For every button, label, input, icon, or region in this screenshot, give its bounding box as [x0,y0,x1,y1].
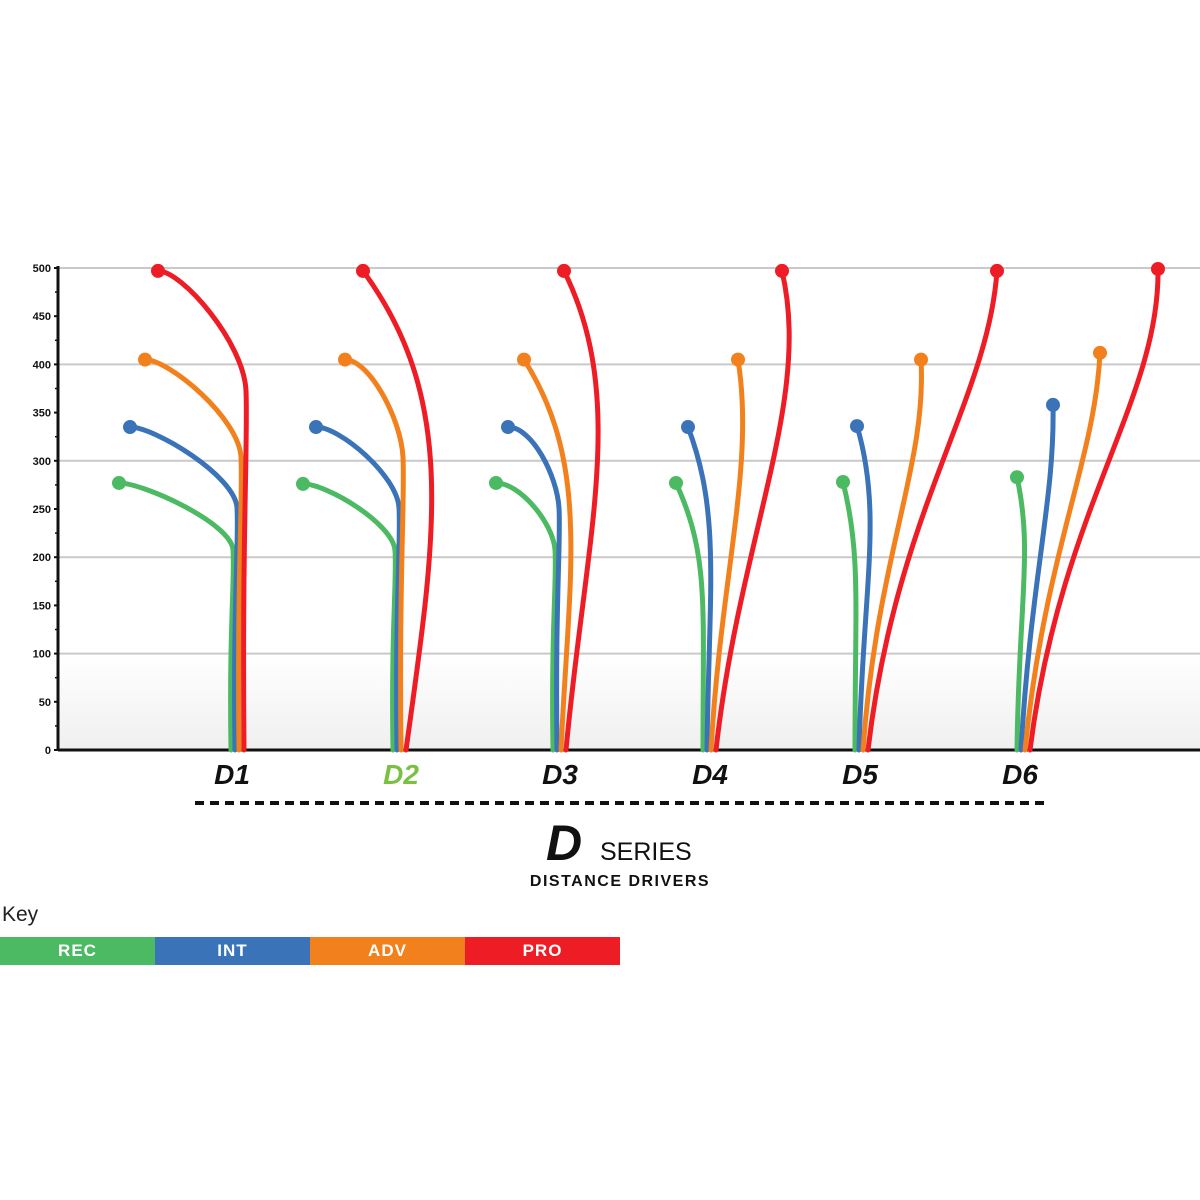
end-dot-d2-adv [338,352,352,367]
brand-logo: D SERIES DISTANCE DRIVERS [530,815,710,890]
y-tick-label: 150 [33,600,51,612]
y-tick-label: 100 [33,649,51,661]
flight-d4-rec [673,480,706,753]
y-axis: 0 50 100 150 200 250 300 350 400 450 500 [33,263,1200,757]
y-tick-label: 250 [33,504,51,516]
end-dot-d4-pro [775,263,789,278]
end-dot-d2-rec [296,476,310,491]
flight-d3-int [505,424,562,753]
flight-d5-adv [860,357,924,753]
flight-paths [112,261,1165,753]
end-dot-d6-int [1046,397,1060,412]
flight-d1-pro [155,268,249,753]
disc-label-d6: D6 [1002,759,1038,790]
y-tick-label: 500 [33,263,51,275]
flight-d3-adv [521,357,574,753]
end-dot-d3-pro [557,263,571,278]
disc-label-d1: D1 [214,759,250,790]
end-dot-d1-int [123,420,137,435]
flight-d5-int [854,423,873,753]
end-dot-d3-int [501,420,515,435]
end-dot-d6-rec [1010,470,1024,485]
key-rec: REC [0,937,155,965]
end-dot-d1-adv [138,352,152,367]
end-dot-d1-pro [151,263,165,278]
key-int: INT [155,937,310,965]
flight-d5-rec [840,479,859,753]
disc-label-d3: D3 [542,759,578,790]
chart-floor-shade [58,655,1200,750]
flight-d6-int [1018,402,1056,753]
y-tick-label: 200 [33,552,51,564]
flight-d2-rec [300,481,398,753]
flight-d4-int [685,424,714,753]
flight-d4-adv [708,357,746,753]
end-dot-d5-pro [990,263,1004,278]
y-tick-label: 50 [39,697,51,709]
end-dot-d2-pro [356,263,370,278]
flight-d6-adv [1022,350,1103,753]
flight-d3-pro [561,268,601,753]
key-adv: ADV [310,937,465,965]
disc-label-d5: D5 [842,759,878,790]
flight-d6-pro [1027,266,1161,753]
flight-d3-rec [493,480,558,753]
key-title: Key [2,903,39,926]
y-tick-label: 350 [33,408,51,420]
flight-d5-pro [865,268,1000,753]
flight-d1-rec [116,480,236,753]
y-tick-label: 400 [33,359,51,371]
end-dot-d6-pro [1151,261,1165,276]
end-dot-d4-rec [669,475,683,490]
key-legend: REC INT ADV PRO [0,937,620,965]
flight-d2-int [313,424,402,753]
brand-logo-letter: D [546,815,582,871]
end-dot-d3-rec [489,475,503,490]
end-dot-d4-int [681,420,695,435]
brand-subtitle: DISTANCE DRIVERS [530,873,710,890]
flight-d2-adv [342,357,406,753]
disc-label-d2: D2 [383,759,419,790]
flight-d1-adv [142,357,244,753]
key-pro: PRO [465,937,620,965]
end-dot-d1-rec [112,475,126,490]
y-tick-label: 0 [45,745,51,757]
end-dot-d5-int [850,419,864,434]
end-dot-d5-rec [836,475,850,490]
end-dot-d6-adv [1093,345,1107,360]
brand-series-word: SERIES [600,838,692,866]
flight-d1-int [127,424,240,753]
disc-label-d4: D4 [692,759,728,790]
flight-d6-rec [1014,474,1028,753]
flight-d2-pro [360,268,435,753]
end-dot-d2-int [309,420,323,435]
flight-d4-pro [713,268,792,753]
y-tick-label: 300 [33,456,51,468]
disc-labels: D1 D2 D3 D4 D5 D6 [214,759,1038,790]
end-dot-d3-adv [517,352,531,367]
end-dot-d4-adv [731,352,745,367]
y-tick-label: 450 [33,311,51,323]
end-dot-d5-adv [914,352,928,367]
grid-lines [58,267,1200,655]
